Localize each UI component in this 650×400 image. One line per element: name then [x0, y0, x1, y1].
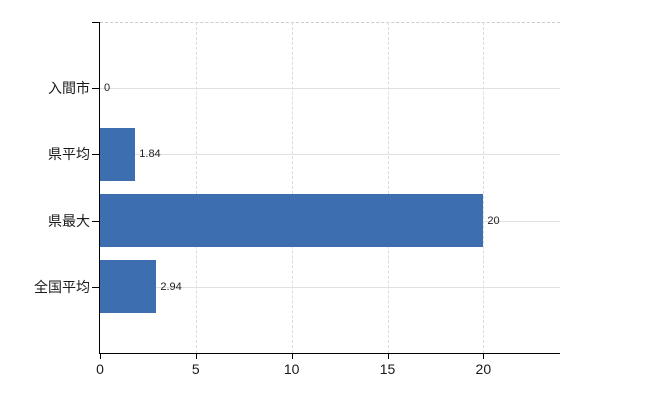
y-axis-line: [99, 22, 100, 354]
x-tick-label: 15: [379, 361, 396, 377]
y-axis-tick: [92, 154, 99, 156]
bar: [100, 194, 484, 248]
bar: [100, 127, 136, 181]
x-tick-label: 0: [96, 361, 104, 377]
bar: [100, 260, 157, 314]
category-label: 全国平均: [34, 278, 90, 295]
x-tick-label: 5: [191, 361, 200, 377]
x-tick-label: 10: [283, 361, 300, 377]
x-axis-tick: [100, 354, 101, 359]
h-gridline: [100, 286, 560, 288]
h-gridline: [100, 88, 560, 90]
y-axis-top-tick: [92, 22, 99, 23]
x-axis-tick: [195, 354, 197, 359]
plot-top-border: [100, 22, 560, 23]
y-axis-tick: [92, 220, 99, 222]
x-axis-tick: [291, 354, 293, 359]
category-label: 入間市: [48, 80, 90, 97]
v-gridline: [387, 22, 389, 353]
x-tick-label: 20: [475, 361, 492, 377]
v-gridline: [483, 22, 485, 353]
h-gridline: [100, 154, 560, 156]
bar-value-label: 1.84: [139, 148, 161, 161]
category-label: 県平均: [48, 146, 90, 163]
y-axis-tick: [92, 286, 99, 288]
x-axis-tick: [387, 354, 389, 359]
x-axis-line: [99, 353, 560, 354]
category-label: 県最大: [48, 212, 90, 229]
bar-value-label: 2.94: [160, 280, 182, 293]
x-axis-tick: [483, 354, 485, 359]
bar-value-label: 0: [104, 82, 111, 95]
v-gridline: [291, 22, 293, 353]
y-axis-tick: [92, 88, 99, 90]
bar-value-label: 20: [487, 214, 500, 227]
v-gridline: [195, 22, 197, 353]
